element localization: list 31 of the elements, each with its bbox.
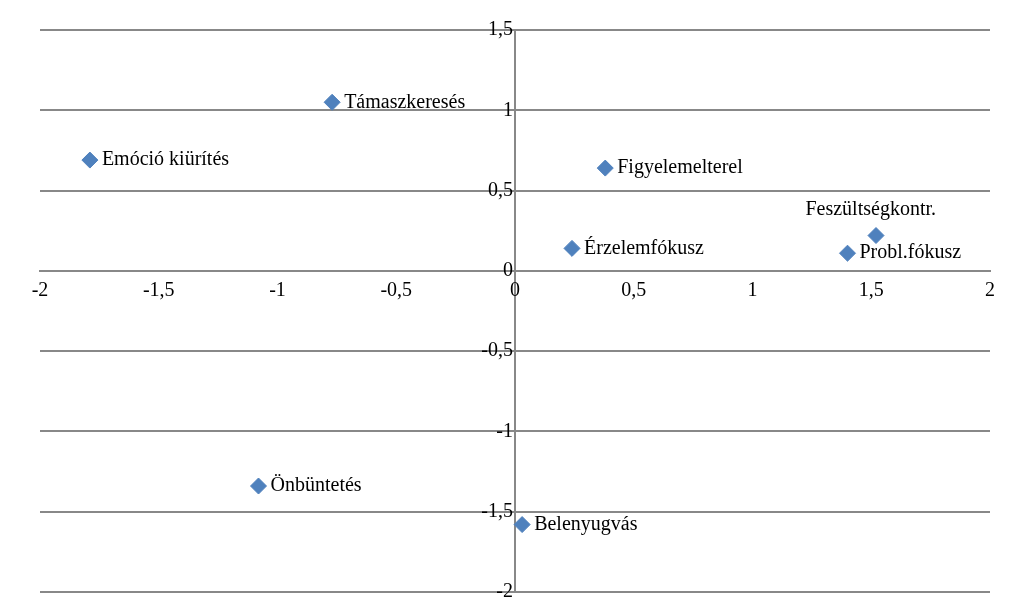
annotation: Támaszkeresés (344, 89, 466, 112)
x-tick-label: -0,5 (380, 278, 413, 301)
y-tick-label: -1 (496, 418, 513, 441)
y-tick-label: 0 (503, 258, 513, 281)
annotation: Érzelemfókusz (584, 235, 705, 258)
annotation: Belenyugvás (534, 511, 638, 535)
y-tick-label: 1 (503, 97, 513, 120)
point (513, 516, 531, 534)
annotation: Önbüntetés (270, 473, 362, 496)
annotation: Emóció kiürítés (101, 147, 230, 170)
y-tick-label: 1,5 (488, 17, 513, 40)
y-tick-label: -2 (496, 579, 513, 602)
x-tick-label: -1,5 (142, 278, 175, 301)
point (596, 159, 614, 177)
point (839, 244, 856, 262)
x-tick-label: 0,5 (621, 278, 647, 301)
x-tick-label: 2 (985, 278, 995, 301)
y-tick-label: -0,5 (481, 338, 513, 361)
x-tick-label: 1,5 (858, 278, 884, 301)
annotation: Feszültségkontr. (805, 196, 936, 220)
x-tick-label: 1 (747, 278, 758, 301)
point (250, 477, 267, 495)
point (323, 93, 341, 111)
y-tick-label: -1,5 (481, 498, 513, 521)
point (81, 151, 99, 169)
annotation: Figyelemelterel (617, 155, 744, 179)
y-tick-label: 0,5 (488, 177, 513, 200)
annotation: Probl.fókusz (859, 240, 962, 263)
x-tick-label: -2 (31, 278, 49, 301)
point (563, 239, 581, 257)
x-tick-label: -1 (269, 278, 286, 301)
